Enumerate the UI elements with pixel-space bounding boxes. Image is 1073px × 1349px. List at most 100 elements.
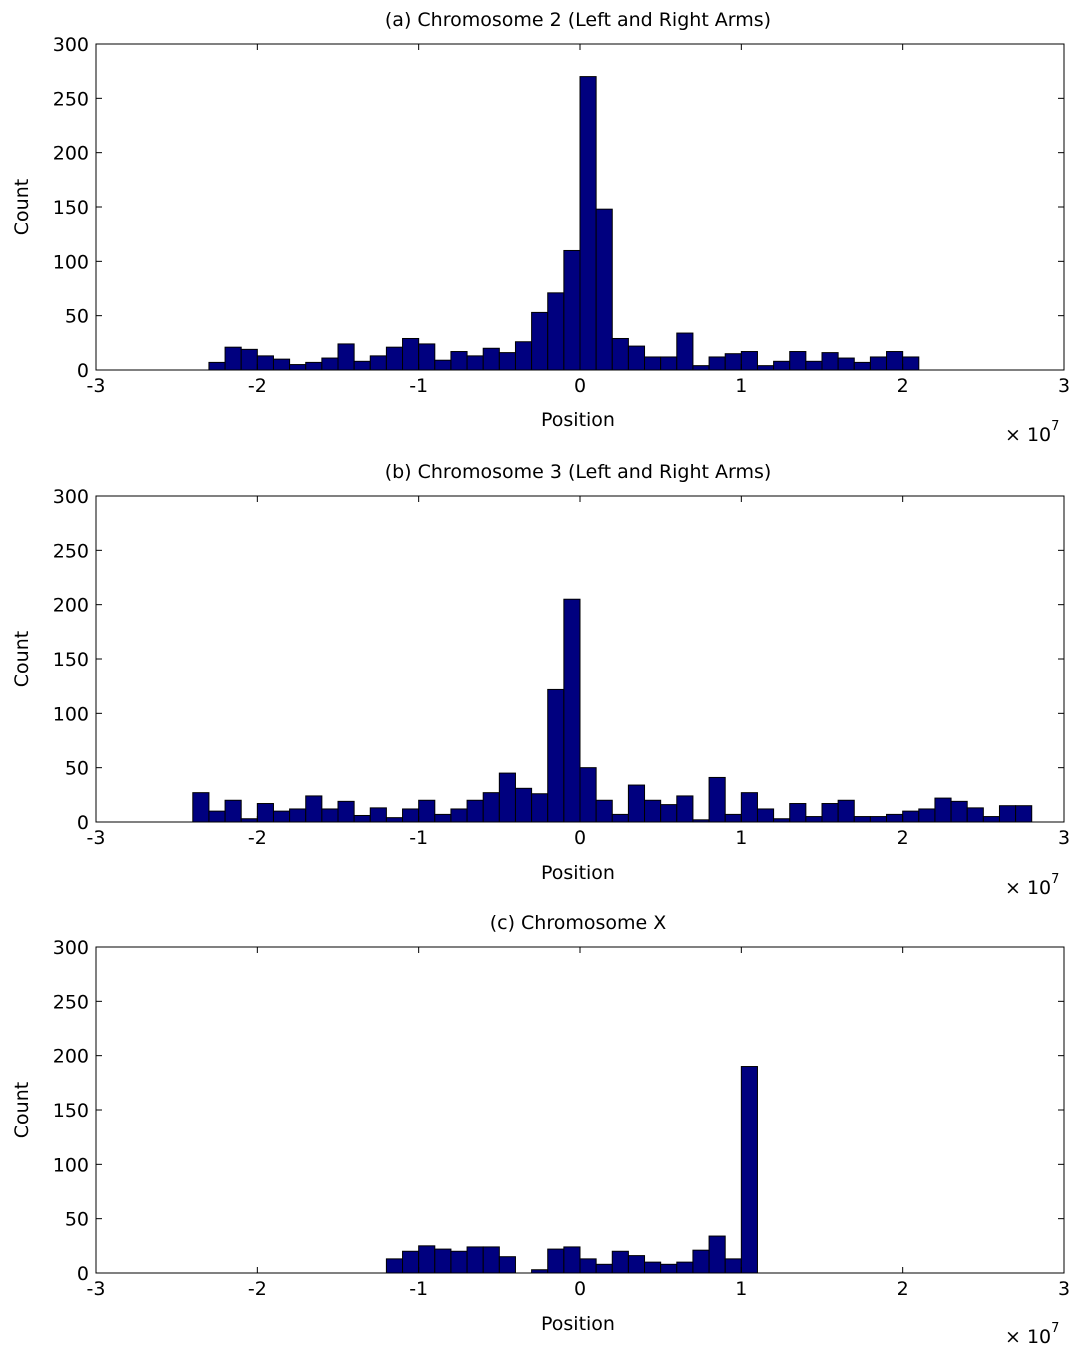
histogram-bar: [789, 351, 807, 371]
histogram-bar: [563, 1246, 581, 1274]
histogram-bar: [450, 808, 468, 823]
chart-title: (a) Chromosome 2 (Left and Right Arms): [385, 9, 771, 31]
histogram-bar: [740, 1066, 758, 1274]
histogram-bar: [692, 1249, 710, 1274]
histogram-bar: [385, 346, 404, 371]
histogram-bar: [272, 358, 291, 371]
x-tick-label: 3: [1058, 1278, 1070, 1300]
x-axis-multiplier: × 107: [1005, 1321, 1059, 1348]
histogram-bar: [708, 776, 726, 823]
histogram-bar: [644, 799, 662, 823]
histogram-bar: [934, 797, 952, 823]
histogram-bar: [740, 792, 758, 823]
histogram-bar: [886, 351, 904, 371]
histogram-bar: [482, 1246, 500, 1274]
histogram-bar: [789, 803, 807, 823]
histogram-bar: [514, 341, 533, 371]
y-tick-label: 100: [53, 251, 89, 273]
histogram-bar: [660, 356, 678, 371]
histogram-bar: [547, 688, 565, 823]
histogram-bar: [369, 807, 387, 823]
x-axis-label: Position: [541, 862, 615, 884]
y-tick-label: 50: [65, 758, 89, 780]
histogram-bar: [434, 813, 452, 823]
histogram-bar: [708, 1235, 726, 1274]
histogram-bar: [385, 817, 404, 823]
bar-series: [208, 76, 920, 371]
histogram-bar: [353, 360, 371, 371]
histogram-bar: [547, 1248, 565, 1274]
histogram-bar: [418, 343, 436, 371]
histogram-bar: [692, 365, 710, 371]
histogram-bar: [595, 1263, 613, 1274]
x-axis-label: Position: [541, 409, 615, 431]
multiplier-exponent: 7: [1051, 872, 1059, 887]
x-axis-multiplier: × 107: [1005, 872, 1059, 899]
x-tick-label: -3: [87, 1278, 106, 1300]
multiplier-base: × 10: [1005, 424, 1051, 446]
histogram-bar: [563, 598, 581, 823]
y-tick-label: 200: [53, 1046, 89, 1068]
y-tick-label: 250: [53, 88, 89, 110]
x-axis-label: Position: [541, 1313, 615, 1335]
histogram-bar: [708, 356, 726, 371]
histogram-bar: [385, 1258, 404, 1274]
x-tick-label: -1: [409, 827, 428, 849]
histogram-bar: [531, 311, 549, 371]
histogram-bar: [466, 1246, 484, 1274]
histogram-bar: [821, 803, 839, 823]
y-tick-label: 100: [53, 703, 89, 725]
histogram-bar: [192, 792, 210, 823]
multiplier-base: × 10: [1005, 1326, 1051, 1348]
histogram-bar: [611, 337, 629, 371]
histogram-bar: [514, 787, 533, 823]
subplot-chromosome-2: (a) Chromosome 2 (Left and Right Arms) C…: [11, 9, 1070, 446]
histogram-bar: [402, 808, 420, 823]
y-tick-label: 0: [77, 360, 89, 382]
histogram-bar: [660, 1263, 678, 1274]
histogram-bar: [337, 343, 355, 371]
histogram-bar: [595, 208, 613, 371]
x-tick-label: 0: [574, 1278, 586, 1300]
x-tick-label: 2: [897, 827, 909, 849]
chart-title: (c) Chromosome X: [490, 912, 667, 934]
histogram-bar: [498, 352, 516, 371]
histogram-bar: [434, 359, 452, 371]
y-tick-label: 100: [53, 1154, 89, 1176]
x-tick-label: -1: [409, 375, 428, 397]
x-tick-label: -2: [248, 1278, 267, 1300]
histogram-bar: [676, 795, 694, 823]
x-tick-label: 1: [735, 827, 747, 849]
histogram-bar: [627, 784, 646, 823]
x-tick-label: -1: [409, 1278, 428, 1300]
histogram-bar: [305, 795, 323, 823]
histogram-bar: [676, 1261, 694, 1274]
histogram-bar: [918, 808, 936, 823]
histogram-bar: [773, 360, 791, 371]
y-tick-label: 150: [53, 1100, 89, 1122]
histogram-bar: [466, 355, 484, 371]
axis-ticks: -3 -2 -1 0 1 2 3 0 50 100 150 200 250 300: [53, 34, 1070, 397]
histogram-bar: [482, 792, 500, 823]
axis-ticks: -3 -2 -1 0 1 2 3 0 50 100 150 200 250 300: [53, 937, 1070, 1300]
histogram-bar: [756, 808, 775, 823]
y-tick-label: 300: [53, 34, 89, 56]
y-tick-label: 50: [65, 1209, 89, 1231]
histogram-bar: [434, 1248, 452, 1274]
histogram-bar: [902, 356, 920, 371]
histogram-bar: [289, 364, 307, 371]
x-tick-label: -2: [248, 827, 267, 849]
histogram-bar: [208, 361, 226, 371]
y-tick-label: 0: [77, 812, 89, 834]
multiplier-base: × 10: [1005, 877, 1051, 899]
histogram-bar: [676, 332, 694, 371]
x-tick-label: -3: [87, 827, 106, 849]
x-tick-label: -2: [248, 375, 267, 397]
y-axis-label: Count: [11, 1082, 33, 1138]
y-tick-label: 200: [53, 595, 89, 617]
histogram-bar: [853, 816, 871, 823]
histogram-bar: [660, 804, 678, 823]
y-tick-label: 300: [53, 937, 89, 959]
histogram-bar: [482, 347, 500, 371]
x-axis-multiplier: × 107: [1005, 419, 1059, 446]
